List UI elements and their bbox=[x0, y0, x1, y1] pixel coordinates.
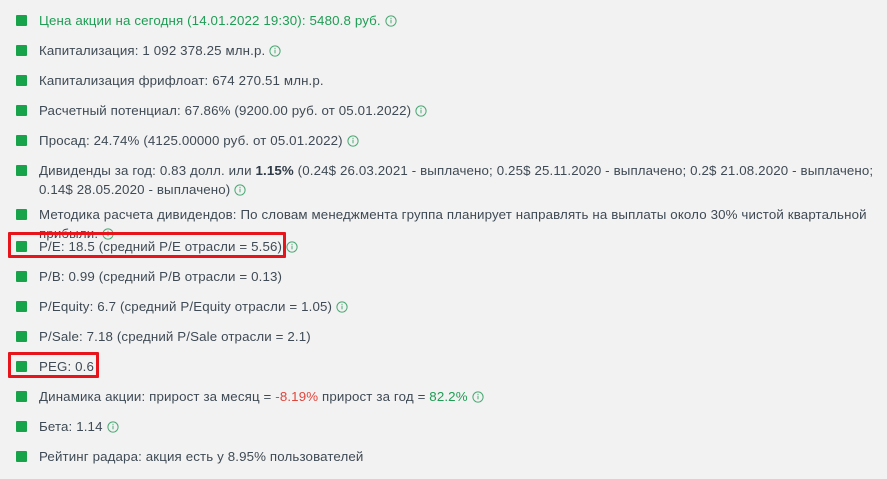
metric-segment: прирост за год = bbox=[318, 389, 430, 404]
info-circle-icon[interactable] bbox=[269, 45, 281, 57]
info-circle-icon[interactable] bbox=[286, 241, 298, 253]
bullet-square-icon bbox=[16, 75, 27, 86]
bullet-square-icon bbox=[16, 45, 27, 56]
metric-label-pb-ratio: P/B: 0.99 (средний P/B отрасли = 0.13) bbox=[39, 269, 283, 284]
info-circle-icon[interactable] bbox=[347, 135, 359, 147]
metric-segment: (0.24$ 26.03.2021 - выплачено; 0.25$ 25.… bbox=[39, 163, 874, 197]
bullet-square-icon bbox=[16, 421, 27, 432]
bullet-square-icon bbox=[16, 391, 27, 402]
metric-label-pequity-ratio: P/Equity: 6.7 (средний P/Equity отрасли … bbox=[39, 296, 881, 317]
metric-row-dividend-methodology: Методика расчета дивидендов: По словам м… bbox=[0, 204, 887, 244]
metric-label-calculated-potential: Расчетный потенциал: 67.86% (9200.00 руб… bbox=[39, 100, 881, 121]
bullet-square-icon bbox=[16, 105, 27, 116]
bullet-square-icon bbox=[16, 241, 27, 252]
metric-label-beta: Бета: 1.14 bbox=[39, 416, 881, 437]
metric-row-pe-ratio: P/E: 18.5 (средний P/E отрасли = 5.56) bbox=[0, 236, 887, 257]
metric-row-drawdown: Просад: 24.74% (4125.00000 руб. от 05.01… bbox=[0, 130, 887, 151]
metric-label-share-dynamics: Динамика акции: прирост за месяц = -8.19… bbox=[39, 386, 881, 407]
metric-segment: Дивиденды за год: 0.83 долл. или bbox=[39, 163, 256, 178]
metric-segment: Динамика акции: прирост за месяц = bbox=[39, 389, 276, 404]
metric-row-calculated-potential: Расчетный потенциал: 67.86% (9200.00 руб… bbox=[0, 100, 887, 121]
metric-row-dividends-per-year: Дивиденды за год: 0.83 долл. или 1.15% (… bbox=[0, 160, 887, 200]
metric-row-pequity-ratio: P/Equity: 6.7 (средний P/Equity отрасли … bbox=[0, 296, 887, 317]
metric-row-radar-rating: Рейтинг радара: акция есть у 8.95% польз… bbox=[0, 446, 887, 467]
metric-label-capitalization-freefloat: Капитализация фрифлоат: 674 270.51 млн.р… bbox=[39, 73, 324, 88]
metric-label-drawdown: Просад: 24.74% (4125.00000 руб. от 05.01… bbox=[39, 130, 881, 151]
metric-row-share-dynamics: Динамика акции: прирост за месяц = -8.19… bbox=[0, 386, 887, 407]
metric-row-share-price-today: Цена акции на сегодня (14.01.2022 19:30)… bbox=[0, 10, 887, 31]
bullet-square-icon bbox=[16, 271, 27, 282]
bullet-square-icon bbox=[16, 135, 27, 146]
metric-row-capitalization: Капитализация: 1 092 378.25 млн.р. bbox=[0, 40, 887, 61]
info-circle-icon[interactable] bbox=[234, 184, 246, 196]
metric-row-psale-ratio: P/Sale: 7.18 (средний P/Sale отрасли = 2… bbox=[0, 326, 887, 347]
metric-label-radar-rating: Рейтинг радара: акция есть у 8.95% польз… bbox=[39, 449, 364, 464]
metric-label-psale-ratio: P/Sale: 7.18 (средний P/Sale отрасли = 2… bbox=[39, 329, 311, 344]
metric-label-share-price-today: Цена акции на сегодня (14.01.2022 19:30)… bbox=[39, 10, 881, 31]
bullet-square-icon bbox=[16, 15, 27, 26]
info-circle-icon[interactable] bbox=[415, 105, 427, 117]
bullet-square-icon bbox=[16, 301, 27, 312]
metric-label-pe-ratio: P/E: 18.5 (средний P/E отрасли = 5.56) bbox=[39, 236, 881, 257]
metric-row-peg-ratio: PEG: 0.6 bbox=[0, 356, 887, 377]
info-circle-icon[interactable] bbox=[385, 15, 397, 27]
metric-row-pb-ratio: P/B: 0.99 (средний P/B отрасли = 0.13) bbox=[0, 266, 887, 287]
info-circle-icon[interactable] bbox=[336, 301, 348, 313]
bullet-square-icon bbox=[16, 331, 27, 342]
metric-segment: 82.2% bbox=[429, 389, 468, 404]
metric-label-dividends-per-year: Дивиденды за год: 0.83 долл. или 1.15% (… bbox=[39, 160, 881, 200]
info-circle-icon[interactable] bbox=[107, 421, 119, 433]
bullet-square-icon bbox=[16, 165, 27, 176]
metric-label-capitalization: Капитализация: 1 092 378.25 млн.р. bbox=[39, 40, 881, 61]
bullet-square-icon bbox=[16, 209, 27, 220]
metric-label-peg-ratio: PEG: 0.6 bbox=[39, 359, 95, 374]
info-circle-icon[interactable] bbox=[472, 391, 484, 403]
bullet-square-icon bbox=[16, 451, 27, 462]
metric-segment: 1.15% bbox=[255, 163, 294, 178]
metric-segment: -8.19% bbox=[275, 389, 319, 404]
bullet-square-icon bbox=[16, 361, 27, 372]
metric-row-capitalization-freefloat: Капитализация фрифлоат: 674 270.51 млн.р… bbox=[0, 70, 887, 91]
metric-row-beta: Бета: 1.14 bbox=[0, 416, 887, 437]
